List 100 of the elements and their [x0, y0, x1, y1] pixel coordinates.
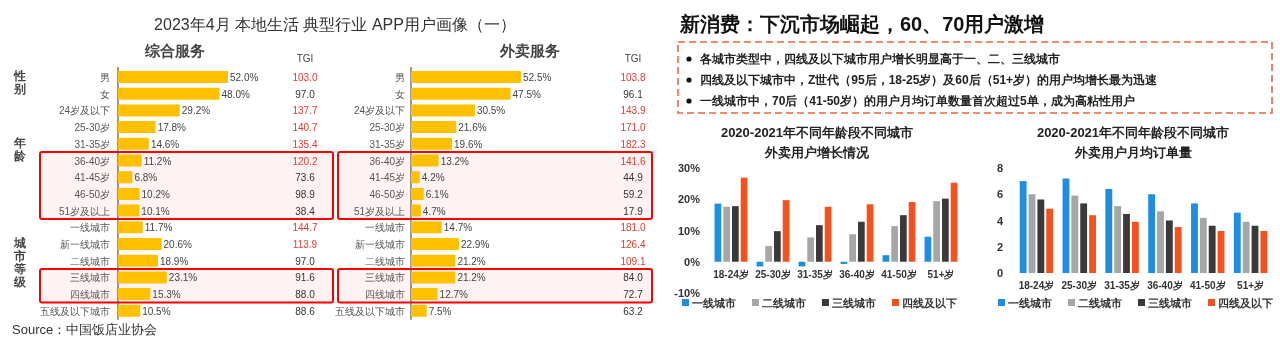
y-tick-label: 新一线城市 [60, 239, 110, 250]
y-tick-label: 四线城市 [365, 289, 405, 301]
y-tick-label: 新一线城市 [355, 239, 405, 250]
text: 17.9 [623, 205, 644, 217]
bar [411, 238, 459, 250]
text: 四线及以下城市中，Z世代（95后，18-25岁）及60后（51+岁）的用户均增长最为迅速 [700, 73, 1159, 87]
bar [1242, 221, 1250, 273]
x-tick-label: 31-35岁 [1104, 280, 1140, 291]
y-tick-label: 4 [996, 214, 1004, 227]
text: 91.6 [295, 272, 316, 284]
x-tick-label: 51+岁 [1237, 280, 1265, 291]
text: 2023年4月 本地生活 典型行业 APP用户画像（一） [154, 16, 516, 33]
y-tick-label: 三线城市 [365, 272, 405, 284]
y-tick-label: 25-30岁 [369, 122, 405, 134]
bar [118, 154, 142, 167]
bar [723, 206, 730, 262]
bar [1071, 195, 1079, 273]
bar [900, 215, 907, 262]
text: 84.0 [623, 272, 644, 284]
bar [1019, 181, 1027, 273]
data-label: 30.5% [476, 105, 506, 117]
data-label: 29.2% [181, 105, 211, 117]
y-tick-label: 31-35岁 [369, 138, 405, 150]
text: 38.4 [295, 205, 316, 217]
chart-subtitle: 外卖服务 [499, 42, 560, 59]
y-tick-label: 三线城市 [70, 272, 110, 284]
text: 137.7 [292, 105, 318, 117]
data-label: 11.7% [144, 222, 173, 234]
bar [118, 137, 149, 150]
data-label: 17.8% [157, 122, 187, 134]
bar [1233, 212, 1241, 273]
y-tick-label: 二线城市 [365, 255, 405, 267]
bar [732, 206, 739, 262]
bar [411, 87, 511, 100]
bar [1199, 217, 1207, 273]
text: 135.4 [292, 138, 318, 150]
text: TGI [296, 53, 314, 64]
y-tick-label: 男 [100, 72, 110, 83]
text: 城市等级 [13, 236, 27, 289]
y-tick-label: 2 [996, 240, 1003, 253]
y-tick-label: -10% [674, 287, 701, 299]
bar [411, 254, 456, 267]
x-tick-label: 36-40岁 [839, 268, 875, 280]
bar [411, 204, 421, 217]
bar [1123, 213, 1130, 273]
data-label: 12.7% [439, 289, 469, 301]
text: 181.0 [620, 222, 646, 234]
text: 59.2 [623, 188, 644, 200]
bar [1157, 211, 1164, 273]
y-tick-label: 41-45岁 [74, 172, 110, 184]
data-label: 14.7% [443, 222, 473, 234]
bar [118, 121, 156, 134]
x-tick-label: 25-30岁 [1061, 280, 1098, 291]
data-label: 6.8% [134, 172, 158, 184]
y-tick-label: 36-40岁 [369, 155, 405, 167]
bar [411, 137, 453, 150]
text: 171.0 [620, 122, 646, 134]
legend-label: 二线城市 [762, 297, 806, 309]
y-tick-label: 46-50岁 [369, 188, 405, 200]
text: 44.9 [623, 172, 644, 184]
chart-subtitle: 综合服务 [144, 42, 205, 59]
bar [411, 221, 442, 234]
bar [1174, 227, 1182, 273]
bar [118, 271, 167, 284]
bar [942, 198, 949, 262]
bar [411, 171, 420, 184]
data-label: 47.5% [512, 88, 541, 100]
chart-subtitle: 外卖用户月均订单量 [1073, 145, 1192, 160]
bar [1148, 194, 1156, 273]
text: 144.7 [292, 222, 318, 234]
x-tick-label: 41-50岁 [881, 268, 917, 280]
text: 143.9 [620, 105, 646, 117]
text: 新消费：下沉市场崛起，60、70用户激增 [679, 13, 1045, 35]
data-label: 13.2% [440, 155, 470, 167]
bar [765, 246, 772, 262]
text: 120.2 [292, 155, 318, 167]
y-tick-label: 30% [677, 162, 701, 174]
bar [411, 154, 439, 167]
text: 96.1 [623, 88, 644, 100]
bar [891, 226, 898, 262]
x-tick-label: 18-24岁 [1018, 280, 1055, 291]
y-tick-label: 0 [996, 267, 1003, 279]
data-label: 52.0% [230, 72, 259, 83]
source-note: Source：中国饭店业协会 [12, 322, 158, 337]
text: 103.8 [620, 72, 646, 83]
data-label: 18.9% [159, 255, 189, 267]
text: 性别 [13, 69, 26, 96]
data-label: 4.2% [421, 172, 445, 184]
data-label: 21.2% [457, 255, 486, 267]
bar [118, 171, 133, 184]
text: 182.3 [620, 138, 646, 150]
y-tick-label: 24岁及以下 [58, 105, 110, 117]
bar [1046, 208, 1054, 273]
y-tick-label: 五线及以下城市 [335, 305, 405, 317]
y-tick-label: 五线及以下城市 [40, 305, 110, 317]
data-label: 19.6% [454, 138, 483, 150]
text: 72.7 [623, 289, 644, 301]
y-tick-label: 51岁及以上 [58, 205, 110, 217]
text: 年龄 [13, 135, 27, 163]
bar [1037, 199, 1045, 273]
